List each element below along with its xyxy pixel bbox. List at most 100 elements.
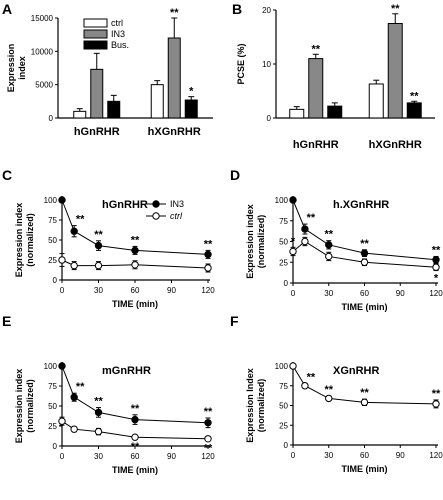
bar-bus [184, 99, 198, 119]
y-axis-label: Expression Index [245, 368, 255, 443]
data-point-ctrl [432, 263, 440, 271]
bar-in3 [387, 23, 403, 119]
x-tick-label: 90 [167, 452, 176, 461]
y-axis-label: Expression index [14, 369, 24, 444]
data-point-ctrl [94, 427, 103, 436]
data-point-ctrl [432, 400, 440, 408]
significance-star: ** [76, 214, 85, 226]
data-point-in3 [70, 393, 78, 401]
x-tick-label: 90 [396, 451, 405, 460]
significance-star: ** [432, 388, 441, 400]
significance-star: ** [204, 442, 213, 454]
significance-star: ** [324, 384, 333, 396]
y-tick-label: 0 [284, 441, 289, 450]
x-tick-label: 0 [60, 452, 65, 461]
y-axis-label: (normalized) [256, 379, 266, 433]
data-point-in3 [131, 246, 139, 255]
y-tick-label: 25 [279, 258, 288, 267]
bar-bus [406, 102, 422, 119]
data-point-ctrl [131, 433, 139, 441]
x-tick-label: 90 [167, 286, 176, 295]
data-point-ctrl [301, 382, 309, 390]
bar-in3 [308, 58, 324, 119]
legend-label: Bus. [111, 40, 129, 50]
y-axis-label: (normalized) [25, 213, 35, 267]
y-tick-label: 100 [275, 196, 289, 205]
data-point-ctrl [301, 237, 309, 246]
legend-marker [152, 200, 160, 208]
data-point-in3 [58, 196, 66, 204]
bar-ctrl [289, 108, 305, 119]
significance-star: ** [391, 3, 400, 15]
panel-letter: D [230, 167, 240, 183]
data-point-in3 [325, 241, 333, 249]
data-point-ctrl [70, 425, 78, 433]
data-point-ctrl [289, 362, 297, 370]
data-point-in3 [70, 227, 78, 235]
y-tick-label: 0 [284, 279, 289, 288]
y-tick-label: 25 [279, 421, 288, 430]
bar-bus [327, 105, 343, 119]
data-point-in3 [94, 408, 103, 417]
legend-label: ctrl [111, 18, 123, 28]
x-tick-label: 30 [324, 451, 333, 460]
data-point-ctrl [325, 394, 333, 403]
y-tick-label: 50 [279, 402, 288, 411]
legend-label: IN3 [111, 29, 125, 39]
panel-title: XGnRHR [333, 365, 380, 377]
y-tick-label: 15000 [31, 14, 54, 23]
y-tick-label: 75 [48, 216, 57, 225]
significance-star: * [291, 235, 296, 247]
x-tick-label: 120 [429, 289, 443, 298]
significance-star: * [189, 86, 194, 98]
x-axis-label: TIME (min) [342, 464, 388, 474]
panel-letter: F [230, 313, 239, 329]
data-point-in3 [94, 241, 103, 250]
panel-b: B 0 10 20 PCSE (%) ** hGnRHR ** ** hXGnRHR [232, 1, 435, 151]
bar-bus [107, 100, 121, 119]
panel-title: h.XGnRHR [333, 199, 389, 211]
data-point-ctrl [131, 261, 139, 269]
significance-star: ** [131, 441, 140, 453]
data-point-ctrl [325, 252, 333, 261]
y-axis-label: Expression index [14, 203, 24, 278]
x-tick-label: 120 [201, 286, 215, 295]
data-point-ctrl [204, 264, 212, 272]
panel-title: mGnRHR [102, 365, 151, 377]
legend-swatch [83, 29, 108, 39]
y-tick-label: 100 [275, 362, 289, 371]
significance-star: ** [204, 406, 213, 418]
data-point-ctrl [360, 258, 369, 266]
y-tick-label: 50 [48, 236, 57, 245]
significance-star: ** [94, 396, 103, 408]
legend-swatch [83, 40, 108, 50]
data-point-ctrl [204, 435, 212, 443]
significance-star: ** [410, 90, 419, 102]
panel-d: D 0 25 50 75 100 0 30 60 90 120 TIME (min) Expressio… [230, 167, 443, 312]
y-tick-label: 0 [53, 276, 58, 285]
y-tick-label: 20 [262, 6, 271, 15]
data-point-in3 [301, 225, 309, 233]
y-axis-label: PCSE (%) [236, 43, 246, 84]
y-axis-label: index [17, 56, 27, 80]
data-point-in3 [289, 196, 297, 204]
panel-letter: A [2, 1, 12, 17]
category-label: hGnRHR [293, 139, 339, 151]
significance-star: ** [131, 403, 140, 415]
legend-marker [152, 212, 160, 220]
y-tick-label: 75 [279, 382, 288, 391]
y-axis-label: Expression [6, 44, 16, 93]
significance-star: ** [311, 43, 320, 55]
y-tick-label: 25 [48, 256, 57, 265]
y-axis-label: Expression index [245, 204, 255, 279]
data-point-ctrl [70, 261, 78, 270]
bar-ctrl [73, 110, 87, 119]
panel-title: hGnRHR [102, 199, 148, 211]
x-tick-label: 120 [201, 452, 215, 461]
x-tick-label: 30 [324, 289, 333, 298]
significance-star: ** [360, 387, 369, 399]
data-point-ctrl [360, 398, 369, 407]
x-tick-label: 0 [60, 286, 65, 295]
